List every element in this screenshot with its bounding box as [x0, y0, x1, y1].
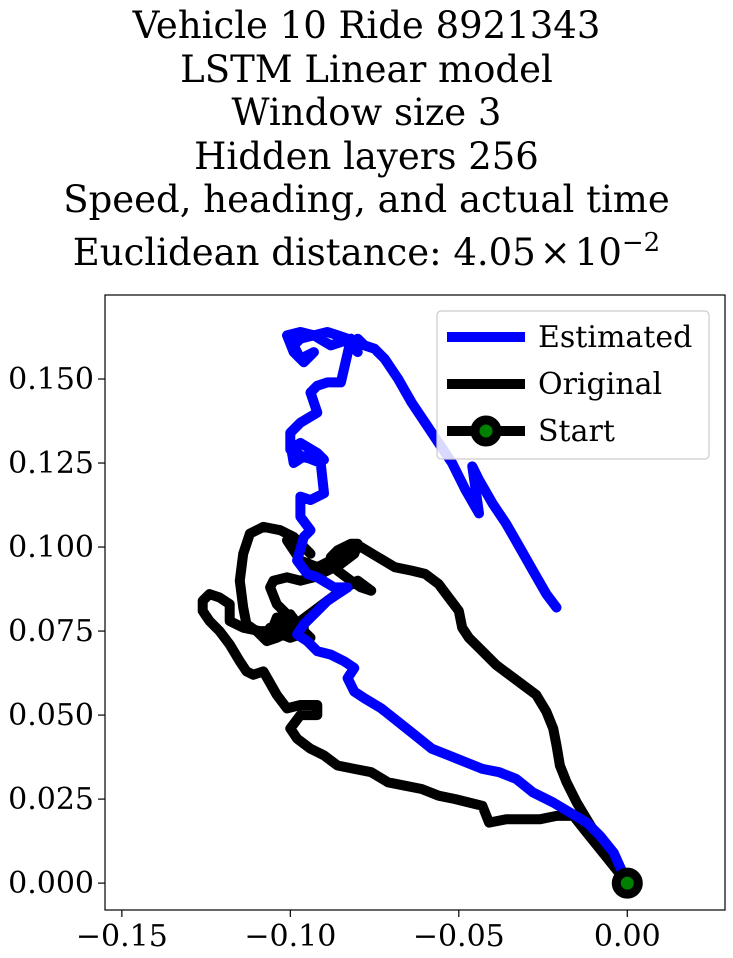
start-marker [611, 867, 643, 899]
series-layer [197, 327, 643, 899]
plot-frame [104, 294, 726, 911]
x-tick-label: 0.00 [594, 919, 661, 954]
x-tick-label: −0.05 [413, 919, 505, 954]
y-tick-label: 0.050 [8, 698, 94, 733]
legend-box [436, 310, 710, 460]
title-metric-mantissa: 4.05 [453, 230, 536, 274]
chart-title: Vehicle 10 Ride 8921343 LSTM Linear mode… [0, 4, 733, 275]
axis-layer: −0.15 −0.10 −0.05 0.00 0.000 0.025 0.050 0.075 0… [8, 362, 661, 954]
y-tick-label: 0.125 [8, 446, 94, 481]
y-tick-label: 0.100 [8, 530, 94, 565]
y-tick-label: 0.150 [8, 362, 94, 397]
legend-label-original: Original [538, 367, 662, 402]
legend-label-start: Start [538, 414, 615, 449]
legend-label-estimated: Estimated [538, 320, 692, 355]
title-line-1: Vehicle 10 Ride 8921343 [132, 4, 601, 47]
title-metric-prefix: Euclidean distance: [72, 230, 454, 274]
title-metric-exponent: −2 [621, 227, 661, 258]
x-tick-label: −0.15 [76, 919, 168, 954]
title-line-4: Hidden layers 256 [194, 134, 539, 178]
title-metric-base: 10 [574, 230, 622, 274]
y-tick-label: 0.075 [8, 614, 94, 649]
series-line-original [197, 521, 633, 889]
series-line-estimated [282, 327, 633, 889]
legend-marker-start [470, 415, 502, 447]
x-tick-label: −0.10 [244, 919, 336, 954]
legend: Estimated Original Start [436, 310, 710, 460]
y-tick-label: 0.000 [8, 866, 94, 901]
title-line-5: Speed, heading, and actual time [63, 178, 670, 222]
title-line-3: Window size 3 [231, 91, 502, 135]
title-metric-times: × [539, 230, 571, 274]
title-line-2: LSTM Linear model [180, 47, 553, 91]
title-line-6: Euclidean distance: 4.05 × 10−2 [0, 222, 733, 275]
y-tick-label: 0.025 [8, 782, 94, 817]
